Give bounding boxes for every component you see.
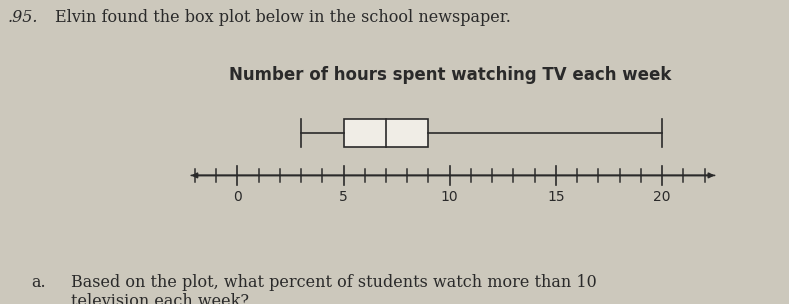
Title: Number of hours spent watching TV each week: Number of hours spent watching TV each w… (229, 66, 671, 84)
Text: 15: 15 (547, 190, 565, 205)
Text: 0: 0 (233, 190, 241, 205)
Text: 20: 20 (653, 190, 671, 205)
Text: Based on the plot, what percent of students watch more than 10
television each w: Based on the plot, what percent of stude… (71, 274, 596, 304)
Text: 10: 10 (441, 190, 458, 205)
Bar (343, 119, 428, 147)
Text: a.: a. (32, 274, 47, 291)
Text: Elvin found the box plot below in the school newspaper.: Elvin found the box plot below in the sc… (55, 9, 511, 26)
Text: .95.: .95. (8, 9, 39, 26)
Text: 5: 5 (339, 190, 348, 205)
